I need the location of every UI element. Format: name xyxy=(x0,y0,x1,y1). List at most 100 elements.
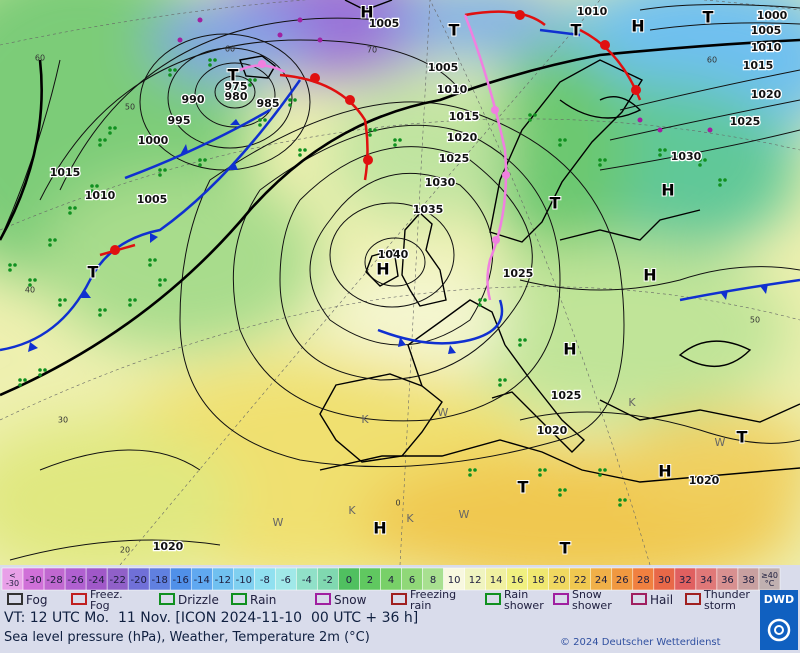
symbol-label: Freezing rain xyxy=(410,588,456,612)
rain-dot xyxy=(398,138,402,142)
rain-dot xyxy=(263,118,267,122)
rain-dot xyxy=(68,211,72,215)
coastlines xyxy=(239,0,800,483)
rain-dot xyxy=(63,298,67,302)
weather-letter: W xyxy=(715,436,726,449)
snow-dot xyxy=(637,117,643,123)
colorbar-label: -16 xyxy=(173,575,189,586)
graticule-label: 60 xyxy=(707,56,717,65)
rain-dot xyxy=(48,238,52,242)
colorbar-label: 28 xyxy=(637,575,650,586)
rain-dot xyxy=(98,313,102,317)
rain-dot xyxy=(38,368,42,372)
weather-letter: W xyxy=(459,508,470,521)
symbol-icon xyxy=(685,593,701,605)
rain-dot xyxy=(128,303,132,307)
copyright: © 2024 Deutscher Wetterdienst xyxy=(560,637,721,648)
rain-dot xyxy=(208,58,212,62)
rain-dot xyxy=(113,126,117,130)
pressure-center: T xyxy=(228,66,239,85)
rain-dot xyxy=(158,173,162,177)
rain-dot xyxy=(468,468,472,472)
rain-dot xyxy=(288,103,292,107)
rain-dot xyxy=(253,78,257,82)
rain-dot xyxy=(368,128,372,132)
map-labels: 1005 1010 1000 1005 1010 1015 1005 990 995 1000 98… xyxy=(25,2,789,559)
rain-dot xyxy=(498,383,502,387)
pressure-center: H xyxy=(373,519,386,538)
rain-dot xyxy=(518,343,522,347)
rain-dot xyxy=(198,158,202,162)
pressure-center: H xyxy=(631,17,644,36)
colorbar-label: -4 xyxy=(302,575,312,586)
graticule xyxy=(0,0,800,565)
isobar-label: 975 xyxy=(225,80,248,93)
isobar-label: 1015 xyxy=(50,166,81,179)
isobar-label: 1030 xyxy=(671,150,702,163)
pressure-center: T xyxy=(88,263,99,282)
rain-dot xyxy=(43,368,47,372)
pressure-center: H xyxy=(376,260,389,279)
rain-dot xyxy=(523,338,527,342)
rain-dot xyxy=(303,148,307,152)
colorbar-label: -30 xyxy=(25,575,41,586)
symbol-label-line: shower xyxy=(572,599,612,612)
isobar-label: 1005 xyxy=(137,193,168,206)
snow-dot xyxy=(297,17,303,23)
rain-dot xyxy=(503,378,507,382)
symbol-icon xyxy=(553,593,569,605)
snow-dot xyxy=(707,127,713,133)
graticule-label: 40 xyxy=(25,286,35,295)
rain-dot xyxy=(528,113,532,117)
graticule-label: 70 xyxy=(367,46,377,55)
pressure-center: T xyxy=(703,8,714,27)
isobar-label: 980 xyxy=(225,90,248,103)
isobar-label: 1020 xyxy=(537,424,568,437)
symbol-icon xyxy=(71,593,87,605)
rain-dot xyxy=(163,278,167,282)
isobar-label: 1025 xyxy=(503,267,534,280)
colorbar-label: 10 xyxy=(448,575,461,586)
symbol-label: Snow shower xyxy=(572,588,612,612)
colorbar-label: 8 xyxy=(430,575,436,586)
rain-dot xyxy=(28,278,32,282)
pressure-center: H xyxy=(643,266,656,285)
weather-letter: K xyxy=(361,413,369,426)
fronts xyxy=(0,10,800,354)
symbol-label-line: Snow xyxy=(572,588,602,601)
rain-dot xyxy=(703,158,707,162)
symbol-label-line: storm xyxy=(704,599,736,612)
colorbar-high-label: ≥40 °C xyxy=(761,571,778,588)
rain-dot xyxy=(23,378,27,382)
colorbar-label: 0 xyxy=(346,575,352,586)
rain-dot xyxy=(208,63,212,67)
rain-dot xyxy=(13,263,17,267)
colorbar-label: 30 xyxy=(658,575,671,586)
weather-letter: K xyxy=(348,504,356,517)
logo-text: DWD xyxy=(764,593,794,606)
graticule-label: 60 xyxy=(35,54,45,63)
symbol-label: Rain xyxy=(250,593,276,607)
rain-dot xyxy=(95,184,99,188)
rain-dot xyxy=(723,178,727,182)
rain-dot xyxy=(158,168,162,172)
temperature-colorbar: < -30 -30 -28 -26 -24 -22 -20 -18 -16 -14 -12 -10 -8-… xyxy=(1,567,781,591)
rain-dot xyxy=(53,238,57,242)
rain-dot xyxy=(248,83,252,87)
rain-dot xyxy=(718,178,722,182)
graticule-label: 60 xyxy=(225,45,235,54)
map-area: 1005 1010 1000 1005 1010 1015 1005 990 995 1000 98… xyxy=(0,0,800,565)
rain-dot xyxy=(18,378,22,382)
rain-dot xyxy=(558,138,562,142)
rain-dot xyxy=(8,268,12,272)
colorbar-label: 14 xyxy=(490,575,503,586)
colorbar-label: 2 xyxy=(367,575,373,586)
pressure-center: H xyxy=(563,340,576,359)
rain-dot xyxy=(618,503,622,507)
rain-dot xyxy=(498,378,502,382)
rain-dot xyxy=(298,148,302,152)
colorbar-high-label-line: ≥40 xyxy=(761,571,778,580)
weather-legend: Fog Freez. Fog Drizzle Rain Snow Freezing rainR… xyxy=(7,588,750,612)
snow-dot xyxy=(657,127,663,133)
rain-dot xyxy=(73,206,77,210)
